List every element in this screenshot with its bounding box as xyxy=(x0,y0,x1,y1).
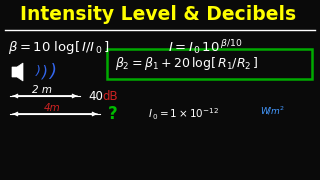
Text: ): ) xyxy=(42,64,48,80)
Bar xyxy=(107,49,312,79)
Text: ): ) xyxy=(36,66,40,78)
Text: dB: dB xyxy=(102,89,118,102)
Text: $\beta_2 = \beta_1 + 20\,\log\!\left[\,R_1/R_2\,\right]$: $\beta_2 = \beta_1 + 20\,\log\!\left[\,R… xyxy=(115,55,259,73)
Text: $I = I_{\,0}\,10^{\,\beta/10}$: $I = I_{\,0}\,10^{\,\beta/10}$ xyxy=(168,38,243,56)
Text: 40: 40 xyxy=(88,89,103,102)
Text: ): ) xyxy=(50,63,57,81)
Text: 2 m: 2 m xyxy=(32,85,52,95)
Text: $I_{\,0} = 1\times10^{-12}$: $I_{\,0} = 1\times10^{-12}$ xyxy=(148,106,219,122)
Polygon shape xyxy=(12,63,23,81)
Text: $\beta = 10\ \log\!\left[\,I/I_{\,0}\,\right]$: $\beta = 10\ \log\!\left[\,I/I_{\,0}\,\r… xyxy=(8,39,110,55)
Text: ?: ? xyxy=(108,105,118,123)
Text: $W\!/m^2$: $W\!/m^2$ xyxy=(260,105,285,117)
Text: 4m: 4m xyxy=(44,103,60,113)
Text: Intensity Level & Decibels: Intensity Level & Decibels xyxy=(20,4,296,24)
